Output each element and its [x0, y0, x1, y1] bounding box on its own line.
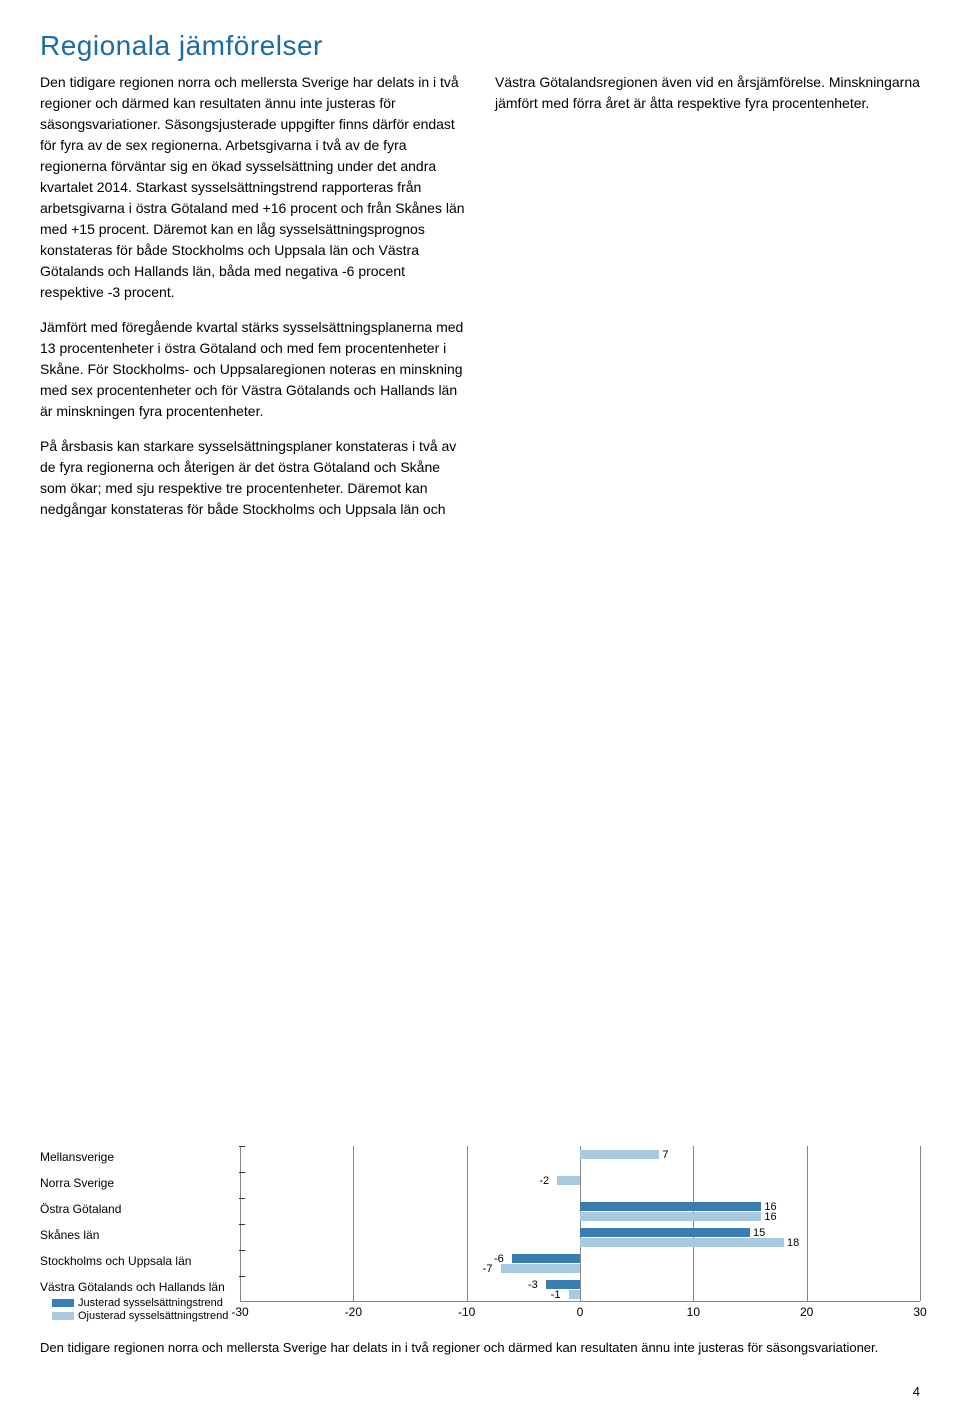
y-tick — [239, 1172, 245, 1173]
x-tick-label: -20 — [345, 1305, 362, 1319]
region-label: Västra Götalands och Hallands län — [40, 1280, 235, 1294]
legend-label-adjusted: Justerad sysselsättningstrend — [78, 1297, 223, 1309]
body-paragraph: Den tidigare regionen norra och mellerst… — [40, 72, 465, 303]
legend-swatch-adjusted — [52, 1299, 74, 1307]
x-tick-label: 20 — [800, 1305, 813, 1319]
left-column: Den tidigare regionen norra och mellerst… — [40, 72, 465, 534]
bar-unadjusted-value: -1 — [551, 1289, 561, 1301]
page-title: Regionala jämförelser — [40, 30, 920, 62]
y-tick — [239, 1250, 245, 1251]
body-columns: Den tidigare regionen norra och mellerst… — [40, 72, 920, 534]
bar-adjusted — [546, 1280, 580, 1289]
x-tick-label: 30 — [913, 1305, 926, 1319]
y-tick — [239, 1276, 245, 1277]
region-label: Mellansverige — [40, 1150, 235, 1164]
bar-adjusted — [580, 1228, 750, 1237]
legend-adjusted: Justerad sysselsättningstrend — [52, 1297, 228, 1310]
bar-unadjusted-value: -2 — [539, 1175, 549, 1187]
bar-unadjusted — [501, 1264, 580, 1273]
regional-chart: Justerad sysselsättningstrend Ojusterad … — [40, 1146, 920, 1358]
legend-unadjusted: Ojusterad sysselsättningstrend — [52, 1310, 228, 1323]
chart-plot-area: Justerad sysselsättningstrend Ojusterad … — [240, 1146, 920, 1302]
bar-adjusted — [512, 1254, 580, 1263]
bar-unadjusted-value: 18 — [787, 1237, 799, 1249]
chart-legend: Justerad sysselsättningstrend Ojusterad … — [52, 1297, 228, 1323]
chart-footnote: Den tidigare regionen norra och mellerst… — [40, 1338, 920, 1358]
bar-adjusted-value: -3 — [528, 1279, 538, 1291]
x-tick-label: 10 — [687, 1305, 700, 1319]
y-tick — [239, 1224, 245, 1225]
region-label: Stockholms och Uppsala län — [40, 1254, 235, 1268]
body-paragraph: På årsbasis kan starkare sysselsättnings… — [40, 436, 465, 520]
region-row: Stockholms och Uppsala län-6-7 — [240, 1250, 920, 1276]
bar-unadjusted — [580, 1150, 659, 1159]
region-label: Östra Götaland — [40, 1202, 235, 1216]
page-number: 4 — [913, 1384, 920, 1399]
x-tick-label: 0 — [577, 1305, 584, 1319]
bar-unadjusted — [580, 1238, 784, 1247]
bar-unadjusted-value: -7 — [483, 1263, 493, 1275]
bar-unadjusted-value: 7 — [662, 1149, 668, 1161]
region-row: Östra Götaland1616 — [240, 1198, 920, 1224]
region-label: Norra Sverige — [40, 1176, 235, 1190]
region-row: Skånes län1518 — [240, 1224, 920, 1250]
body-paragraph: Jämfört med föregående kvartal stärks sy… — [40, 317, 465, 422]
legend-swatch-unadjusted — [52, 1312, 74, 1320]
legend-label-unadjusted: Ojusterad sysselsättningstrend — [78, 1310, 228, 1322]
bar-unadjusted-value: 16 — [764, 1211, 776, 1223]
bar-unadjusted — [580, 1212, 761, 1221]
region-row: Norra Sverige-2 — [240, 1172, 920, 1198]
x-gridline — [920, 1146, 921, 1301]
y-tick — [239, 1146, 245, 1147]
bar-adjusted — [580, 1202, 761, 1211]
x-tick-label: -30 — [231, 1305, 248, 1319]
region-row: Västra Götalands och Hallands län-3-1 — [240, 1276, 920, 1302]
body-paragraph: Västra Götalandsregionen även vid en års… — [495, 72, 920, 114]
bar-unadjusted — [569, 1290, 580, 1299]
right-column: Västra Götalandsregionen även vid en års… — [495, 72, 920, 534]
y-tick — [239, 1198, 245, 1199]
x-tick-label: -10 — [458, 1305, 475, 1319]
bar-unadjusted — [557, 1176, 580, 1185]
region-row: Mellansverige7 — [240, 1146, 920, 1172]
region-label: Skånes län — [40, 1228, 235, 1242]
